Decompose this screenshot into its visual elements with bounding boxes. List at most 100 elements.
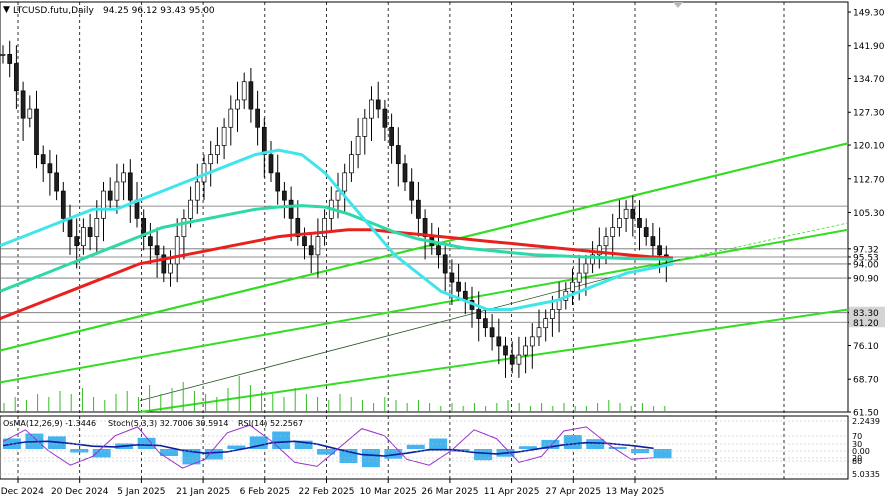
candle-body	[248, 81, 254, 110]
candle-body	[194, 181, 200, 201]
candle-body	[509, 354, 515, 365]
candle-body	[456, 281, 461, 292]
x-tick-label: 22 Feb 2025	[298, 487, 354, 497]
candle-body	[342, 172, 348, 192]
osma-bar	[608, 446, 627, 449]
y-tick-label: 149.30	[853, 9, 885, 19]
channel-middle	[0, 228, 849, 384]
x-tick-label: 10 Mar 2025	[360, 487, 417, 497]
candle-body	[47, 163, 53, 174]
stoch-line	[2, 424, 654, 469]
candle-body	[523, 345, 528, 356]
candle-body	[107, 190, 113, 201]
candle-body	[0, 54, 6, 56]
y-tick-label: 134.70	[853, 75, 885, 85]
indicator-level-label: 30	[852, 440, 862, 449]
x-tick-label: 4 Dec 2024	[0, 487, 44, 497]
indicator-level-label: 20	[852, 454, 862, 463]
y-tick-label: 141.90	[853, 42, 885, 52]
x-tick-label: 21 Jan 2025	[176, 487, 230, 497]
candle-body	[20, 90, 26, 119]
y-tick-label: 94.00	[853, 260, 879, 270]
candle-body	[101, 190, 106, 219]
candle-body	[27, 108, 33, 119]
osma-bar	[294, 440, 313, 449]
candle-body	[637, 218, 642, 228]
x-tick-label: 11 Apr 2025	[484, 487, 540, 497]
y-tick-label: 81.20	[853, 319, 879, 329]
candle-body	[154, 245, 160, 256]
ema-line-2	[0, 148, 674, 311]
candle-body	[282, 190, 287, 201]
candle-body	[121, 172, 126, 183]
osma-label: OsMA(12,26,9) -1.3446	[3, 419, 96, 428]
candle-body	[556, 300, 562, 310]
candle-body	[657, 245, 662, 256]
x-tick-label: 20 Dec 2024	[51, 487, 109, 497]
candle-body	[255, 108, 260, 128]
candle-body	[623, 208, 629, 219]
y-tick-label: 97.32	[853, 245, 879, 255]
candle-body	[141, 218, 147, 237]
stoch-label: Stoch(5,3,3) 32.7006 30.5914	[108, 419, 228, 428]
candle-body	[369, 99, 374, 119]
candle-body	[483, 318, 488, 329]
candle-body	[315, 236, 321, 256]
y-tick-label: 112.70	[853, 175, 885, 185]
indicator-level-label: 5.0335	[852, 470, 880, 479]
x-tick-label: 27 Apr 2025	[545, 487, 601, 497]
candle-body	[570, 281, 575, 292]
y-tick-label: 90.90	[853, 275, 879, 285]
candle-body	[610, 227, 616, 237]
symbol-label: LTCUSD.futu,Daily	[13, 6, 95, 16]
osma-bar	[563, 435, 582, 449]
y-tick-label: 127.30	[853, 109, 885, 119]
candle-body	[34, 108, 39, 155]
candle-body	[215, 145, 220, 155]
candle-body	[355, 136, 361, 155]
channel-upper-b	[0, 142, 849, 352]
candle-body	[54, 172, 59, 192]
candle-body	[576, 272, 582, 283]
price-axis: 149.30 141.90 134.70 127.30 120.10 112.70 105.…	[848, 9, 885, 419]
channel-lower	[139, 308, 849, 413]
macd-signal-line	[2, 440, 654, 457]
osma-bar	[384, 449, 403, 459]
x-tick-label: 26 Mar 2025	[421, 487, 478, 497]
candle-body	[583, 263, 589, 274]
candle-body	[74, 236, 80, 247]
dropdown-icon[interactable]: ▼	[3, 5, 10, 15]
candle-body	[241, 81, 247, 101]
ohlc-values: 94.25 96.12 93.43 95.00	[103, 6, 215, 16]
candle-body	[127, 172, 133, 201]
osma-bar	[518, 446, 537, 449]
candle-body	[550, 309, 555, 319]
candle-body	[208, 154, 214, 165]
thin-trend-line	[139, 259, 681, 401]
indicator-level-label: 0.00	[852, 447, 870, 456]
candle-body	[603, 236, 609, 247]
candle-body	[235, 99, 240, 110]
scroll-marker-icon[interactable]	[673, 2, 683, 8]
moving-averages	[0, 148, 674, 320]
trend-extension	[679, 222, 849, 260]
osma-bar	[406, 444, 425, 449]
candle-body	[596, 245, 602, 256]
y-tick-label: 76.10	[853, 342, 879, 352]
candle-body	[288, 199, 294, 219]
candle-body	[67, 218, 73, 237]
ema-line-1	[0, 204, 674, 293]
candle-body	[181, 218, 187, 237]
ema-line-0	[0, 228, 674, 320]
candle-body	[168, 263, 173, 274]
candle-body	[81, 227, 86, 247]
osma-bar	[361, 449, 380, 468]
osma-bar	[541, 439, 560, 449]
candle-body	[174, 236, 180, 265]
candle-body	[543, 318, 549, 329]
candle-body	[409, 181, 415, 201]
osma-bar	[227, 445, 246, 449]
candle-body	[148, 236, 153, 247]
